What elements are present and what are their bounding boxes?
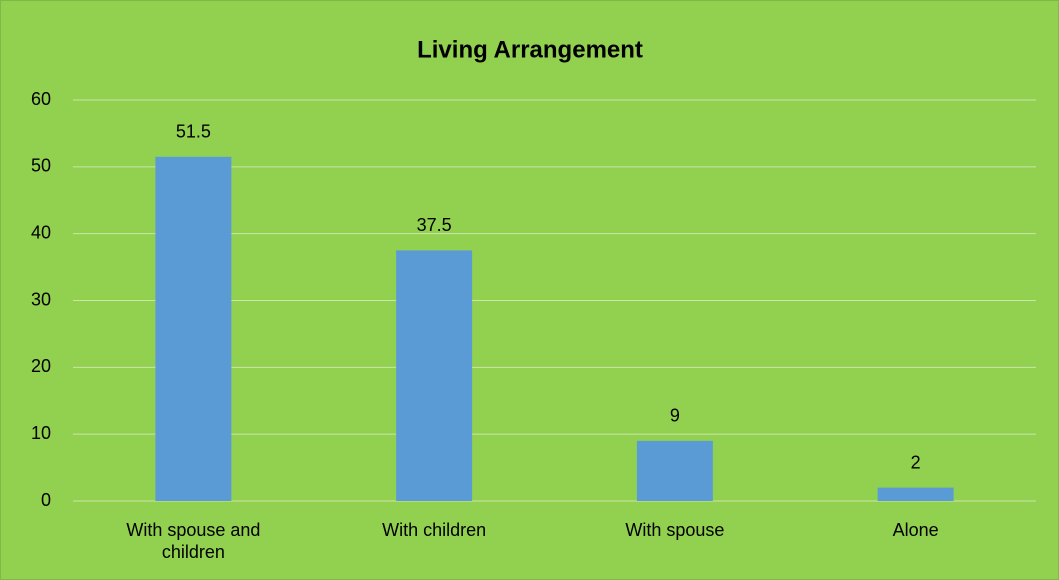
y-tick-label: 60 [31, 89, 51, 109]
data-label: 51.5 [176, 122, 211, 142]
y-tick-label: 0 [41, 490, 51, 510]
x-tick-label: Alone [892, 520, 939, 540]
y-tick-label: 20 [31, 356, 51, 376]
data-label: 9 [670, 406, 680, 426]
data-label: 2 [911, 452, 921, 472]
y-tick-label: 30 [31, 289, 51, 309]
data-label: 37.5 [417, 215, 452, 235]
y-tick-label: 40 [31, 222, 51, 242]
y-tick-label: 10 [31, 423, 51, 443]
y-tick-label: 50 [31, 156, 51, 176]
x-tick-label: With spouse and children [126, 520, 261, 562]
x-tick-label: With children [382, 520, 487, 540]
bar [155, 156, 232, 501]
bar [396, 250, 473, 501]
chart-title: Living Arrangement [417, 36, 643, 63]
bar [877, 487, 954, 501]
x-tick-label: With spouse [625, 520, 725, 540]
bar [636, 440, 713, 501]
